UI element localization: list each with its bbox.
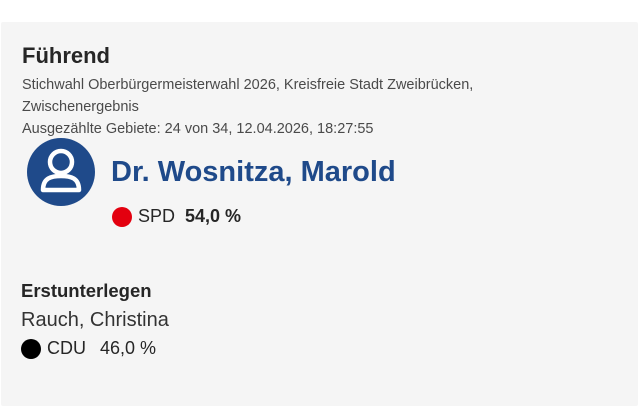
winner-party: SPD	[138, 206, 176, 226]
cdu-party-dot	[21, 338, 41, 359]
winner-percent: 54,0 %	[185, 206, 242, 226]
election-description: Stichwahl Oberbürgermeisterwahl 2026, Kr…	[22, 77, 474, 115]
winner-name: Dr. Wosnitza, Marold	[111, 156, 396, 188]
runner-up-percent: 46,0 %	[100, 338, 157, 358]
runner-up-name: Rauch, Christina	[21, 309, 169, 331]
runner-up-heading: Erstunterlegen	[21, 280, 152, 301]
election-result-card: Führend Stichwahl Oberbürgermeisterwahl …	[1, 22, 638, 406]
spd-party-dot	[112, 206, 132, 227]
user-avatar-icon	[27, 138, 95, 206]
leading-heading: Führend	[22, 43, 110, 68]
counted-areas-status: Ausgezählte Gebiete: 24 von 34, 12.04.20…	[22, 121, 374, 137]
runner-up-party-line: CDU 46,0 %	[21, 338, 156, 359]
winner-party-line: SPD 54,0 %	[112, 206, 241, 227]
election-subtitle: Stichwahl Oberbürgermeisterwahl 2026, Kr…	[22, 74, 542, 140]
winner-row: Dr. Wosnitza, Marold	[27, 138, 396, 206]
runner-up-party: CDU	[47, 338, 86, 358]
